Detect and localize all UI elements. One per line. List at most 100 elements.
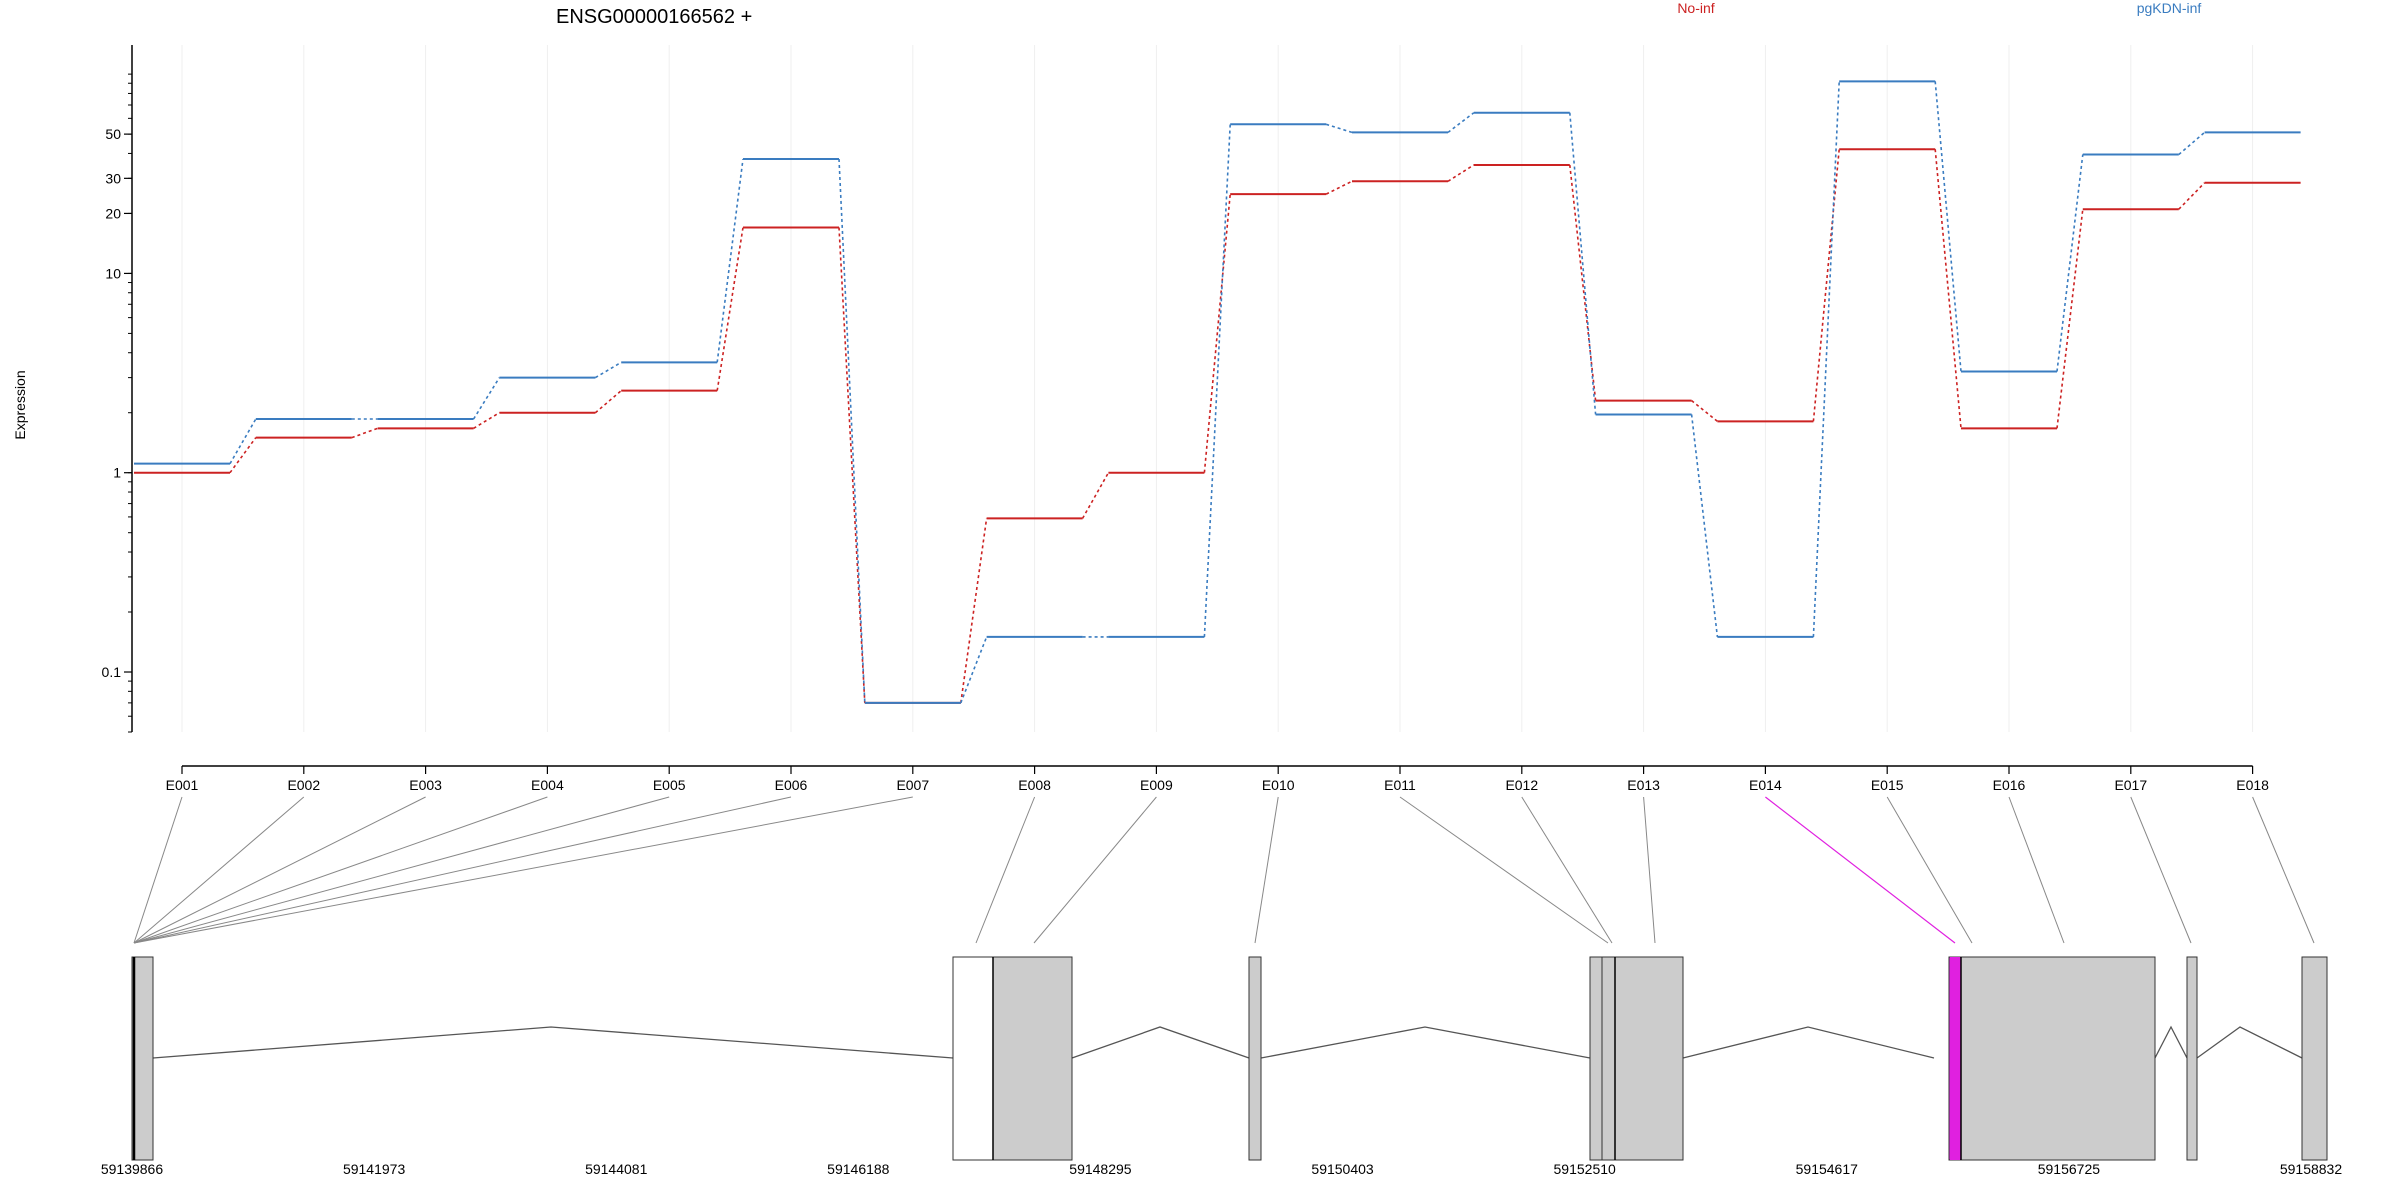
series-transition [1934, 81, 1962, 372]
exon-box [1248, 956, 1262, 1161]
connector-e008 [975, 796, 1036, 944]
legend-pgkdn-inf: pgKDN-inf [2137, 0, 2202, 16]
gene-model [131, 956, 2328, 1161]
x-tick-label-e016: E016 [1993, 777, 2026, 793]
y-axis: 0.1 1 10 20 30 50 [102, 45, 133, 733]
connector-e003 [133, 796, 426, 944]
connector-e018 [2252, 796, 2315, 944]
series-transition [1690, 414, 1719, 638]
series-transition [2178, 131, 2206, 156]
series-transition [1569, 112, 1597, 415]
connector-e002 [133, 796, 305, 944]
x-tick-label-e002: E002 [287, 777, 320, 793]
x-tick-label-e005: E005 [653, 777, 686, 793]
coordinate-label: 59144081 [585, 1161, 648, 1177]
x-tick-label-e004: E004 [531, 777, 564, 793]
series-transition [594, 361, 622, 379]
y-tick-label: 1 [113, 465, 121, 481]
series-transition [960, 636, 988, 704]
coordinate-label: 59141973 [343, 1161, 406, 1177]
series-transition [2178, 182, 2206, 210]
x-axis: E001 E002 E003 E004 E005 E006 E007 E008 E009 E010… [166, 765, 2269, 793]
x-tick-label-e017: E017 [2114, 777, 2147, 793]
series-transition [838, 158, 866, 703]
coordinate-label: 59156725 [2038, 1161, 2101, 1177]
chart-title: ENSG00000166562 + [556, 6, 752, 28]
connector-e009 [1033, 796, 1157, 944]
intron-line [152, 1026, 954, 1059]
series-no-inf [134, 148, 2301, 704]
x-tick-label-e006: E006 [775, 777, 808, 793]
legend-no-inf: No-inf [1677, 0, 1714, 16]
series-transition [473, 412, 500, 430]
exon-box [992, 956, 1073, 1161]
connector-e007 [133, 796, 913, 944]
x-tick-label-e018: E018 [2236, 777, 2269, 793]
series-transition [351, 427, 378, 439]
series-transition [1203, 124, 1231, 637]
connector-e010 [1254, 796, 1279, 944]
x-tick-label-e013: E013 [1627, 777, 1660, 793]
intron-line [1071, 1026, 1250, 1059]
series-transition [1447, 164, 1475, 182]
series-transition [1812, 149, 1840, 422]
x-tick-label-e015: E015 [1871, 777, 1904, 793]
coordinate-label: 59148295 [1069, 1161, 1132, 1177]
x-tick-label-e003: E003 [409, 777, 442, 793]
intron-line [2196, 1026, 2303, 1059]
series-transition [1325, 180, 1353, 195]
connector-e006 [133, 796, 792, 944]
series-transition [594, 390, 622, 414]
series-transition [1325, 123, 1353, 134]
coordinate-label: 59158832 [2280, 1161, 2343, 1177]
x-tick-label-e012: E012 [1505, 777, 1538, 793]
connector-e004 [133, 796, 548, 944]
coordinate-label: 59152510 [1554, 1161, 1617, 1177]
exon-box [1960, 956, 2156, 1161]
series-transition [1447, 112, 1475, 134]
coordinate-label: 59150403 [1311, 1161, 1374, 1177]
highlighted-exon [1950, 957, 1960, 1160]
connector-e012 [1521, 796, 1613, 944]
connector-e014 [1765, 796, 1956, 944]
connector-e016 [2008, 796, 2065, 944]
coordinate-label: 59154617 [1796, 1161, 1859, 1177]
series-lines [134, 80, 2301, 704]
series-transition [2056, 209, 2084, 429]
exon-box [2186, 956, 2198, 1161]
series-transition [716, 158, 744, 363]
connector-e017 [2130, 796, 2192, 944]
connector-e001 [133, 796, 183, 944]
series-transition [1812, 81, 1840, 637]
series-transition [1203, 194, 1231, 473]
series-transition [229, 418, 257, 465]
y-tick-label: 30 [105, 170, 121, 186]
coordinate-label: 59146188 [827, 1161, 890, 1177]
y-tick-label: 0.1 [102, 664, 122, 680]
exon-connectors [133, 796, 2315, 944]
connector-e013 [1643, 796, 1656, 944]
series-transition [960, 518, 988, 703]
exon-box [131, 956, 154, 1161]
series-transition [1934, 149, 1962, 429]
x-tick-label-e007: E007 [896, 777, 929, 793]
connector-e015 [1886, 796, 1973, 944]
exon-box [1601, 956, 1684, 1161]
genomic-coordinates: 59139866 59141973 59144081 59146188 59148295… [101, 1161, 2343, 1177]
series-transition [2056, 154, 2084, 372]
series-transition [229, 437, 257, 474]
series-transition [1691, 399, 1718, 422]
series-pgkdn-inf [134, 80, 2301, 704]
x-tick-label-e008: E008 [1018, 777, 1051, 793]
coordinate-label: 59139866 [101, 1161, 164, 1177]
exon-box [2301, 956, 2328, 1161]
x-tick-label-e001: E001 [166, 777, 199, 793]
x-tick-label-e014: E014 [1749, 777, 1782, 793]
x-tick-label-e011: E011 [1384, 777, 1416, 793]
series-transition [716, 227, 744, 391]
intron-line [2154, 1025, 2188, 1059]
exon-box [952, 956, 994, 1161]
connector-e005 [133, 796, 670, 944]
series-transition [472, 377, 501, 420]
series-transition [838, 227, 866, 703]
